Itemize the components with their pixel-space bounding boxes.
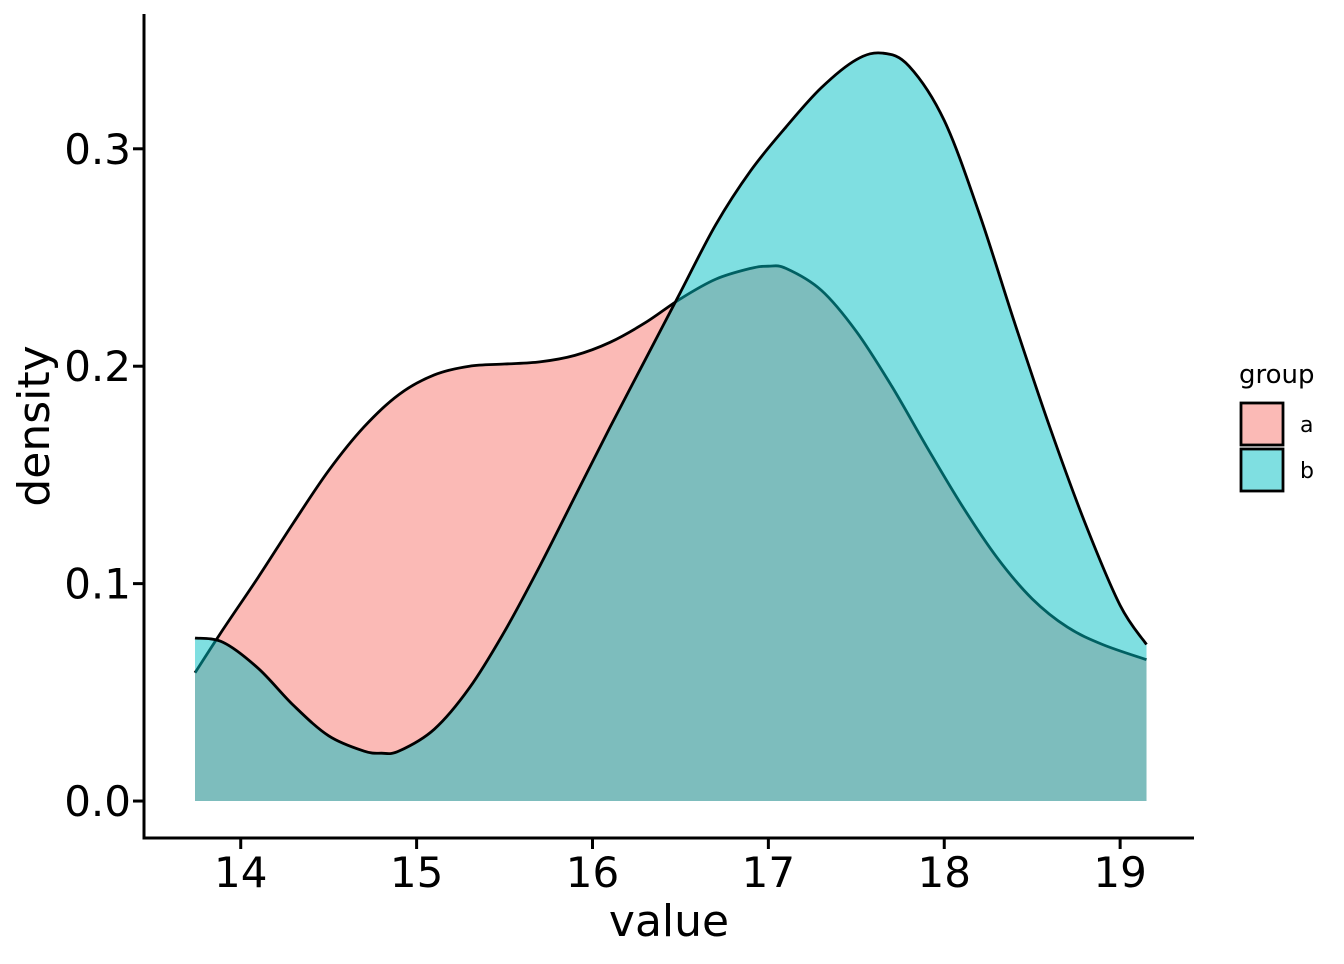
x-tick-label: 15: [390, 848, 443, 897]
y-tick-label: 0.3: [64, 125, 131, 174]
y-tick-label: 0.0: [64, 777, 131, 826]
y-tick-label: 0.2: [64, 342, 131, 391]
y-axis-title: density: [9, 345, 60, 506]
legend-label-b: b: [1300, 459, 1314, 484]
axes: [142, 14, 1194, 840]
x-tick-label: 16: [566, 848, 619, 897]
legend-key-a: [1239, 401, 1285, 447]
legend-items: ab: [1239, 401, 1314, 493]
x-axis-title: value: [609, 896, 729, 947]
y-tick-label: 0.1: [64, 560, 131, 609]
x-tick-label: 17: [742, 848, 795, 897]
y-axis-ticks: 0.0 0.1 0.2 0.3: [64, 125, 144, 826]
legend-title: group: [1239, 360, 1315, 390]
legend-label-a: a: [1300, 413, 1313, 438]
density-areas: [193, 51, 1148, 802]
legend: group ab: [1239, 360, 1315, 493]
legend-key-b: [1239, 447, 1285, 493]
x-tick-label: 19: [1093, 848, 1146, 897]
density-line-b: [194, 51, 1148, 756]
x-axis-ticks: 14 15 16 17 18 19: [214, 838, 1147, 897]
density-area-b: [195, 52, 1147, 802]
x-tick-label: 14: [214, 848, 267, 897]
x-tick-label: 18: [918, 848, 971, 897]
